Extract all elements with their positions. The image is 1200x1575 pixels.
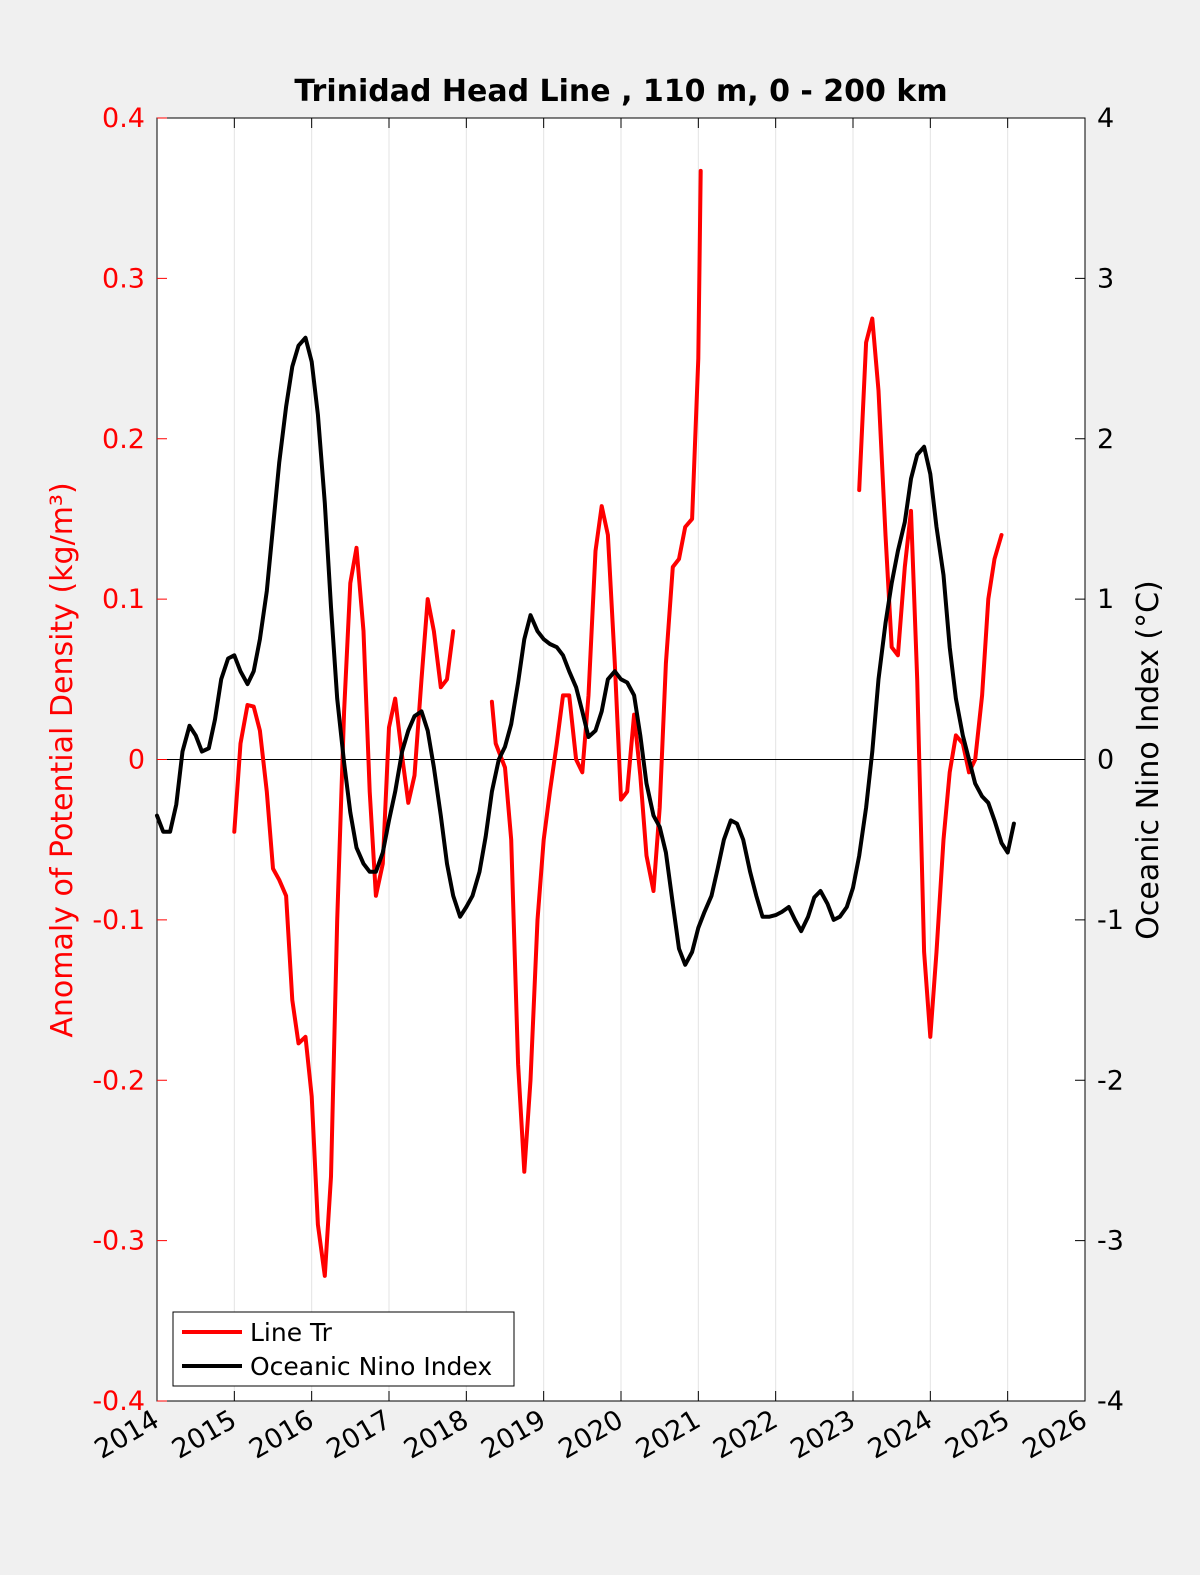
right-axis-label: Oceanic Nino Index (°C) xyxy=(1131,580,1166,940)
left-tick-label: -0.4 xyxy=(92,1386,145,1417)
right-tick-label: -1 xyxy=(1097,905,1124,936)
right-tick-label: 2 xyxy=(1097,424,1114,455)
legend: Line Tr Oceanic Nino Index xyxy=(172,1311,515,1387)
left-tick-label: -0.2 xyxy=(92,1065,145,1096)
x-tick-label: 2017 xyxy=(321,1404,396,1465)
legend-label-line-tr: Line Tr xyxy=(250,1318,333,1347)
series-line-oceanic-nino-index xyxy=(155,335,1016,967)
x-tick-label: 2020 xyxy=(553,1404,628,1465)
right-tick-label: -2 xyxy=(1097,1065,1124,1096)
left-tick-labels: -0.4 -0.3 -0.2 -0.1 0 0.1 0.2 0.3 0.4 xyxy=(92,103,145,1417)
series-layer xyxy=(155,168,1016,1278)
x-tick-label: 2025 xyxy=(940,1404,1015,1465)
left-tick-label: 0.1 xyxy=(102,584,145,615)
x-tick-label: 2022 xyxy=(708,1404,783,1465)
x-tick-label: 2018 xyxy=(399,1404,474,1465)
series-line-line-tr xyxy=(489,168,703,1174)
x-tick-label: 2021 xyxy=(631,1404,706,1465)
x-tick-label: 2024 xyxy=(863,1404,938,1465)
right-tick-label: 3 xyxy=(1097,263,1114,294)
series-line-line-tr xyxy=(857,316,1004,1039)
legend-label-oni: Oceanic Nino Index xyxy=(250,1352,492,1381)
right-tick-label: 0 xyxy=(1097,745,1114,776)
left-axis-label: Anomaly of Potential Density (kg/m³) xyxy=(45,482,80,1037)
right-tick-label: 4 xyxy=(1097,103,1114,134)
legend-box xyxy=(172,1311,515,1387)
x-tick-labels: 2014 2015 2016 2017 2018 2019 2020 2021 2022 2023… xyxy=(89,1404,1092,1465)
x-tick-label: 2015 xyxy=(167,1404,242,1465)
x-tick-label: 2016 xyxy=(244,1404,319,1465)
left-tick-label: 0 xyxy=(128,745,145,776)
left-tick-label: -0.1 xyxy=(92,905,145,936)
left-tick-label: 0.2 xyxy=(102,424,145,455)
left-tick-label: -0.3 xyxy=(92,1226,145,1257)
chart-title: Trinidad Head Line , 110 m, 0 - 200 km xyxy=(294,74,947,109)
series-line-line-tr xyxy=(232,545,456,1278)
right-tick-label: 1 xyxy=(1097,584,1114,615)
x-tick-label: 2026 xyxy=(1017,1404,1092,1465)
right-tick-labels: -4 -3 -2 -1 0 1 2 3 4 xyxy=(1097,103,1124,1417)
x-tick-label: 2023 xyxy=(785,1404,860,1465)
x-tick-label: 2019 xyxy=(476,1404,551,1465)
right-tick-label: -4 xyxy=(1097,1386,1124,1417)
axis-ticks xyxy=(156,117,1086,1402)
left-tick-label: 0.3 xyxy=(102,263,145,294)
left-tick-label: 0.4 xyxy=(102,103,145,134)
right-tick-label: -3 xyxy=(1097,1226,1124,1257)
